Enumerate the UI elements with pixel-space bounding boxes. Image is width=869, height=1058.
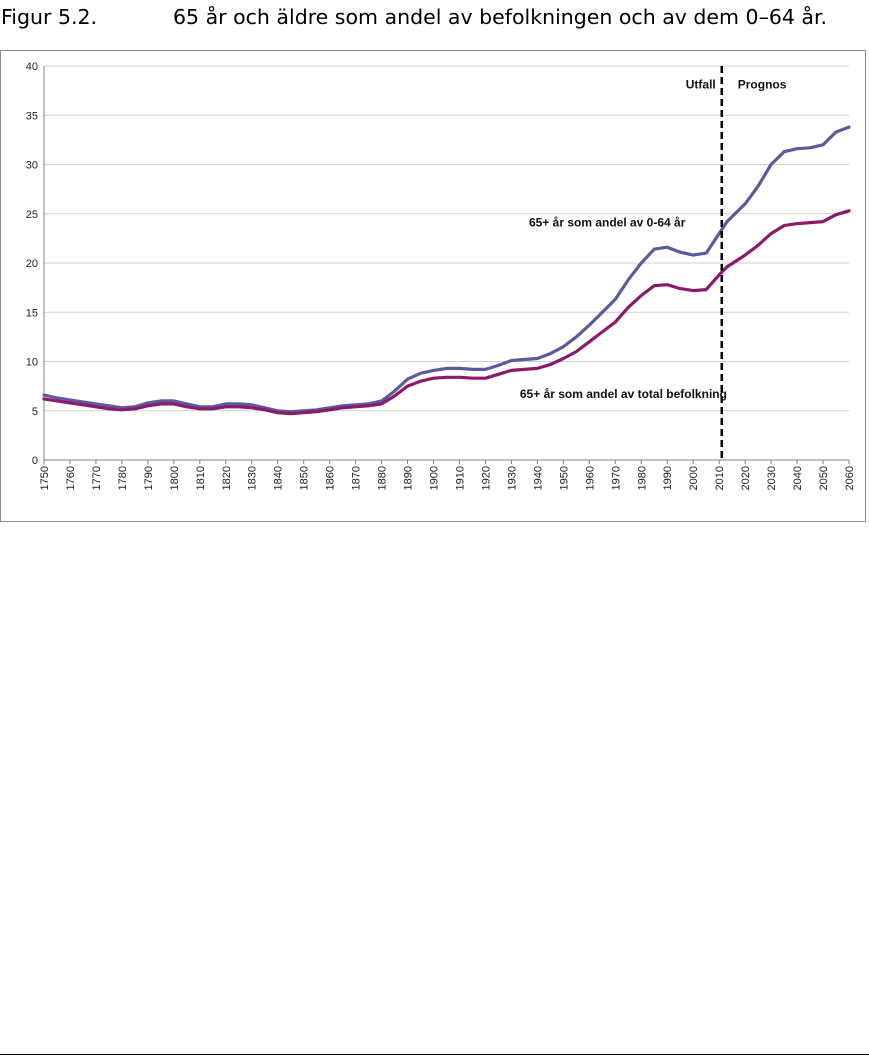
y-tick-label: 15 <box>26 307 38 319</box>
chart-frame: 0 5 10 15 20 25 30 35 40 1750 1760 1770 1780 1790 1800… <box>0 50 866 522</box>
y-tick-label: 0 <box>32 455 38 467</box>
footer-rule <box>0 1054 869 1055</box>
x-tick-label: 2040 <box>792 466 804 490</box>
x-tick-label: 1780 <box>117 466 129 490</box>
x-tick-label: 1900 <box>429 466 441 490</box>
annotation-total: 65+ år som andel av total befolkning <box>520 387 727 401</box>
x-tick-label: 1810 <box>195 466 207 490</box>
y-tick-label: 20 <box>26 258 38 270</box>
x-tick-label: 2000 <box>688 466 700 490</box>
y-tick-label: 10 <box>26 357 38 369</box>
x-tick-label: 1750 <box>39 466 51 490</box>
y-tick-label: 30 <box>26 160 38 172</box>
y-tick-label: 25 <box>26 209 38 221</box>
region-label-prognos: Prognos <box>738 78 787 92</box>
x-tick-label: 2020 <box>740 466 752 490</box>
x-tick-label: 1920 <box>480 466 492 490</box>
x-tick-label: 1970 <box>610 466 622 490</box>
x-tick-label: 1790 <box>143 466 155 490</box>
y-tick-label: 35 <box>26 110 38 122</box>
x-tick-label: 1850 <box>299 466 311 490</box>
x-tick-label: 1880 <box>377 466 389 490</box>
annotation-0-64: 65+ år som andel av 0-64 år <box>529 216 686 230</box>
x-tick-label: 1930 <box>506 466 518 490</box>
x-tick-label: 1960 <box>584 466 596 490</box>
x-tick-label: 1910 <box>454 466 466 490</box>
x-tick-label: 2030 <box>766 466 778 490</box>
line-chart: 0 5 10 15 20 25 30 35 40 1750 1760 1770 1780 1790 1800… <box>26 61 856 490</box>
region-label-utfall: Utfall <box>686 78 716 92</box>
x-tick-label: 1820 <box>221 466 233 490</box>
figure-number: Figur 5.2. <box>1 5 98 29</box>
x-tick-label: 1800 <box>169 466 181 490</box>
x-tick-label: 2060 <box>844 466 856 490</box>
figure-title: Figur 5.2. 65 år och äldre som andel av … <box>0 0 869 40</box>
x-tick-label: 1990 <box>662 466 674 490</box>
x-tick-label: 1980 <box>636 466 648 490</box>
x-tick-label: 1770 <box>91 466 103 490</box>
x-tick-label: 1950 <box>558 466 570 490</box>
x-tick-label: 1830 <box>247 466 259 490</box>
x-tick-label: 1840 <box>273 466 285 490</box>
x-tick-label: 2050 <box>818 466 830 490</box>
x-tick-label: 1890 <box>403 466 415 490</box>
y-tick-label: 40 <box>26 61 38 73</box>
series-line-0-64 <box>42 125 851 414</box>
x-tick-label: 1860 <box>325 466 337 490</box>
series-line-total <box>42 209 851 416</box>
x-tick-label: 2010 <box>714 466 726 490</box>
x-tick-label: 1760 <box>65 466 77 490</box>
y-tick-label: 5 <box>32 406 38 418</box>
figure-caption: 65 år och äldre som andel av befolkninge… <box>173 5 828 29</box>
x-tick-label: 1870 <box>351 466 363 490</box>
x-tick-label: 1940 <box>532 466 544 490</box>
